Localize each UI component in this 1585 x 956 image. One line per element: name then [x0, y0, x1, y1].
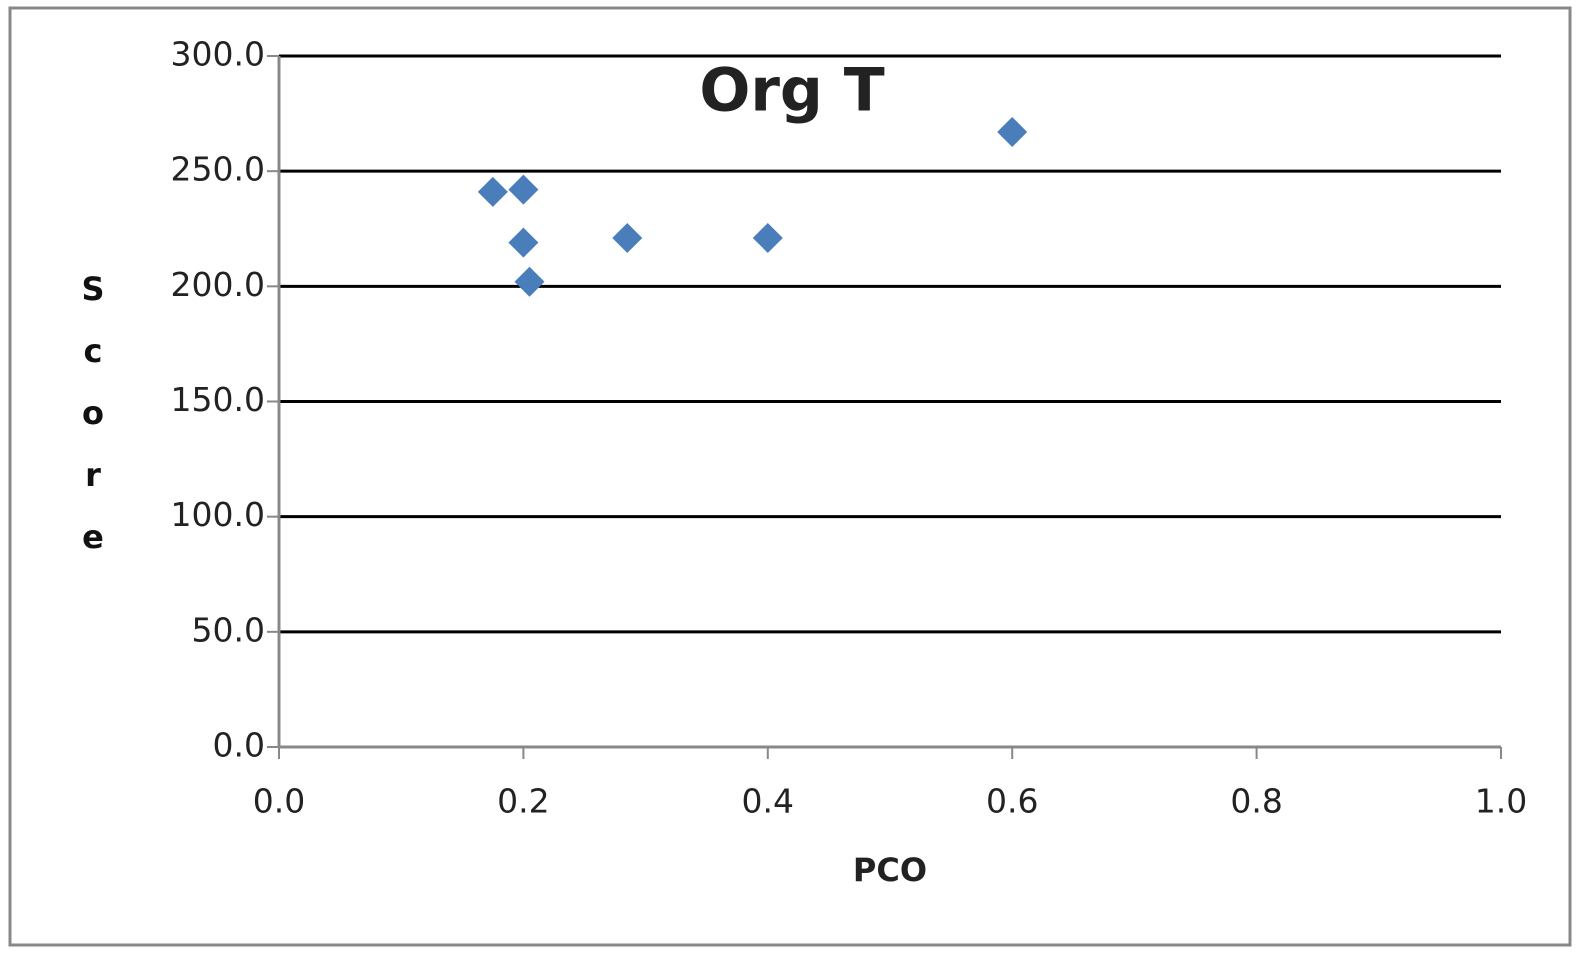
x-axis-label: PCO	[853, 851, 927, 889]
y-axis-label: Score	[81, 270, 105, 556]
scatter-point	[752, 222, 783, 253]
x-tick-label: 0.2	[497, 782, 549, 821]
y-tick-label: 150.0	[171, 380, 265, 419]
x-tick-label: 0.6	[986, 782, 1038, 821]
scatter-point	[612, 222, 643, 253]
scatter-point	[514, 266, 545, 297]
y-tick-label: 0.0	[213, 726, 265, 765]
scatter-point	[508, 227, 539, 258]
x-tick-label: 0.0	[253, 782, 305, 821]
x-tick-label: 0.4	[742, 782, 794, 821]
scatter-point	[477, 176, 508, 207]
scatter-point	[508, 174, 539, 205]
chart-frame	[8, 6, 1572, 947]
y-tick-label: 300.0	[171, 35, 265, 74]
y-tick-label: 250.0	[171, 150, 265, 189]
x-tick-label: 0.8	[1230, 782, 1282, 821]
chart-title: Org T	[699, 56, 884, 126]
y-tick-label: 50.0	[192, 610, 265, 649]
y-tick-label: 200.0	[171, 265, 265, 304]
scatter-point	[997, 117, 1028, 148]
y-tick-label: 100.0	[171, 495, 265, 534]
x-tick-label: 1.0	[1475, 782, 1527, 821]
